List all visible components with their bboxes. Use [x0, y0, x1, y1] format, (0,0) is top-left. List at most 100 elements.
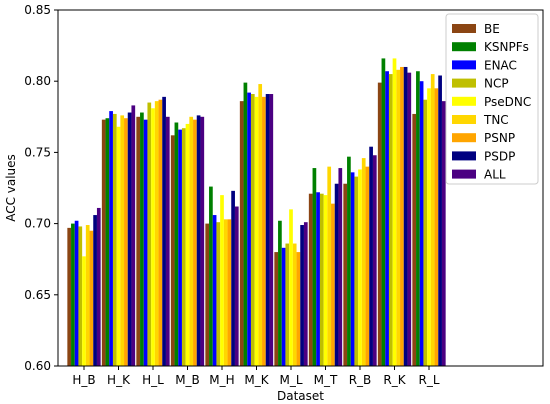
x-tick-label: R_L: [418, 373, 439, 387]
y-axis-label: ACC values: [4, 154, 18, 222]
bar-all-m-l: [303, 222, 308, 366]
x-tick-label: H_L: [142, 373, 164, 387]
bar-ncp-r-l: [423, 99, 428, 367]
bar-ksnpfs-m-b: [174, 122, 179, 366]
bar-tnc-m-k: [258, 84, 263, 367]
legend-label-psednc: PseDNC: [484, 95, 531, 109]
bar-ksnpfs-h-k: [105, 118, 110, 366]
legend-swatch-tnc: [452, 115, 476, 124]
bar-psnp-m-k: [262, 96, 266, 367]
bar-all-m-k: [269, 94, 274, 367]
y-axis: 0.60 0.65 0.70 0.75 0.80 0.85: [24, 3, 58, 373]
legend: BE KSNPFs ENAC NCP PseDNC TNC PSNP PSDP ALL: [445, 13, 539, 185]
x-tick-label: H_K: [107, 373, 131, 387]
legend-label-enac: ENAC: [484, 58, 517, 72]
bar-enac-m-t: [316, 192, 320, 366]
y-tick-label: 0.65: [24, 288, 51, 302]
x-axis: H_B H_K H_L M_B M_H M_K M_L M_T R_B R_K R_L: [72, 366, 440, 387]
bar-enac-r-l: [419, 81, 424, 366]
bar-enac-m-k: [247, 92, 251, 366]
bar-tnc-m-l: [292, 243, 297, 366]
bar-ncp-r-b: [354, 176, 359, 366]
x-tick-label: M_K: [244, 373, 269, 387]
bar-enac-h-l: [143, 119, 148, 367]
bar-ksnpfs-h-b: [71, 223, 75, 366]
bar-psnp-r-l: [434, 88, 439, 366]
x-tick-label: R_K: [383, 373, 406, 387]
bar-ksnpfs-m-h: [209, 186, 213, 366]
bar-tnc-r-l: [430, 74, 435, 366]
bar-psnp-h-l: [158, 99, 163, 367]
legend-label-psnp: PSNP: [484, 131, 515, 145]
bar-all-h-l: [165, 116, 170, 366]
bar-tnc-h-l: [154, 101, 159, 366]
bar-be-m-l: [274, 252, 279, 366]
bar-be-m-h: [205, 223, 210, 366]
bar-ncp-h-l: [147, 102, 152, 366]
legend-swatch-psnp: [452, 133, 476, 143]
y-tick-label: 0.60: [24, 359, 51, 373]
bar-all-r-k: [407, 72, 412, 366]
x-tick-label: M_T: [314, 373, 338, 387]
y-tick-label: 0.80: [24, 74, 51, 88]
bar-psednc-h-k: [116, 126, 121, 367]
bar-all-r-l: [441, 101, 446, 366]
bar-psdp-m-t: [334, 183, 339, 366]
bar-tnc-r-k: [396, 69, 401, 366]
bar-psednc-m-k: [254, 96, 259, 367]
legend-swatch-ksnpfs: [452, 42, 476, 52]
bar-enac-h-k: [109, 111, 113, 366]
bar-enac-m-h: [212, 215, 217, 366]
x-tick-label: R_B: [349, 373, 372, 387]
bar-psednc-r-b: [358, 169, 362, 366]
legend-swatch-all: [452, 169, 476, 179]
bar-be-r-b: [343, 183, 348, 366]
bar-be-h-k: [101, 119, 106, 367]
bar-ksnpfs-h-l: [140, 112, 144, 366]
bar-psnp-m-b: [193, 119, 197, 367]
bar-psnp-m-l: [296, 252, 301, 366]
bar-psdp-h-b: [93, 215, 97, 366]
bar-be-m-k: [239, 101, 244, 366]
bar-ksnpfs-m-k: [243, 82, 248, 367]
bar-ncp-m-b: [181, 128, 186, 366]
legend-swatch-psednc: [452, 96, 476, 106]
legend-swatch-psdp: [452, 151, 476, 161]
legend-swatch-be: [452, 24, 476, 33]
bar-all-h-b: [96, 207, 101, 366]
bar-all-m-h: [234, 206, 239, 366]
bar-tnc-h-b: [85, 225, 90, 366]
bar-ksnpfs-r-k: [381, 58, 386, 367]
bar-psdp-m-h: [231, 190, 235, 366]
legend-label-tnc: TNC: [483, 113, 509, 127]
bar-all-r-b: [372, 155, 377, 366]
bar-psdp-h-l: [162, 96, 166, 367]
bar-enac-m-l: [281, 247, 286, 366]
bar-be-h-b: [67, 227, 72, 366]
bar-psnp-h-b: [89, 230, 94, 366]
bars-layer: [67, 58, 446, 367]
legend-label-ksnpfs: KSNPFs: [484, 40, 529, 54]
bar-tnc-h-k: [120, 115, 125, 366]
bar-psdp-m-k: [265, 94, 270, 367]
bar-ksnpfs-m-l: [278, 220, 282, 366]
y-tick-label: 0.75: [24, 145, 51, 159]
bar-psednc-r-k: [392, 58, 397, 367]
bar-psednc-r-l: [427, 88, 431, 366]
bar-psnp-m-h: [227, 219, 232, 366]
bar-ncp-m-h: [216, 222, 221, 366]
bar-psnp-h-k: [124, 118, 128, 366]
bar-psdp-r-l: [438, 75, 442, 366]
y-tick-label: 0.85: [24, 3, 51, 17]
bar-ncp-h-b: [78, 226, 83, 366]
bar-ksnpfs-r-l: [416, 71, 420, 366]
bar-all-m-t: [338, 168, 343, 366]
legend-label-all: ALL: [484, 168, 506, 182]
legend-swatch-ncp: [452, 78, 476, 88]
bar-psednc-m-l: [289, 209, 293, 366]
x-tick-label: M_L: [279, 373, 302, 387]
bar-ncp-m-k: [250, 94, 255, 367]
bar-tnc-m-t: [327, 166, 332, 366]
y-tick-label: 0.70: [24, 217, 51, 231]
